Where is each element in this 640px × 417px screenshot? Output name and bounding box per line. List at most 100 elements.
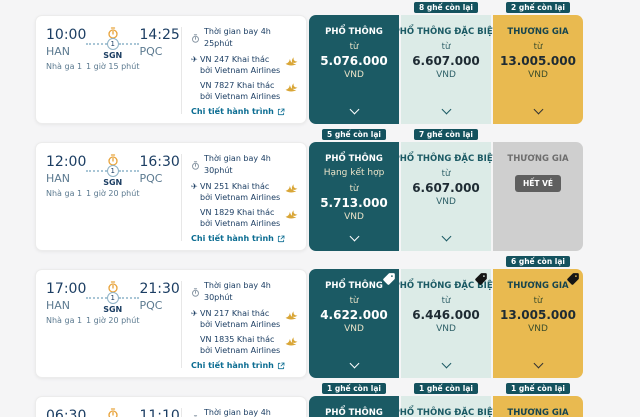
fare-card-economy[interactable]: PHỔ THÔNG từ 4.622.000 VND HẾT VÉ	[309, 269, 399, 378]
currency-label: VND	[344, 324, 364, 334]
from-label: từ	[533, 296, 543, 306]
vietnam-airlines-logo	[285, 184, 298, 193]
itinerary-detail-link[interactable]: Chi tiết hành trình	[191, 356, 298, 370]
currency-label: VND	[436, 70, 456, 80]
divider	[181, 408, 182, 417]
plane-icon: ✈	[191, 182, 198, 191]
flight-duration-icon	[192, 287, 199, 297]
route-dotted-line	[86, 42, 107, 45]
fare-price: 6.607.000	[412, 181, 480, 195]
fare-card-economy[interactable]: PHỔ THÔNG Hạng kết hợp từ 7.897.000 VND …	[309, 396, 399, 417]
seats-left-badge: 8 ghế còn lại	[414, 2, 478, 13]
departure-airport: HAN	[46, 45, 71, 58]
stopover-airport: SGN	[103, 178, 123, 187]
departure-terminal: Nhà ga 1	[46, 316, 83, 325]
route-line: 1	[86, 291, 140, 304]
flight-result-row: 17:00 HAN Nhà ga 1 1 SGN 1 giờ 20 phút	[35, 256, 640, 378]
fare-column-economy-special: 1 ghế còn lại PHỔ THÔNG ĐẶC BIỆT Hạng kế…	[394, 383, 498, 417]
tag-icon	[383, 273, 395, 285]
fare-card-business[interactable]: THƯƠNG GIA từ 13.005.000 VND HẾT VÉ	[493, 269, 583, 378]
flight-duration-text: Thời gian bay 4h 25phút	[204, 27, 271, 48]
segment-text: VN 7827 Khai thác bởi Vietnam Airlines	[200, 81, 281, 101]
from-label: từ	[441, 169, 451, 179]
fare-card-business[interactable]: THƯƠNG GIA từ VND HẾT VÉ	[493, 142, 583, 251]
price-block: từ 6.607.000 VND	[412, 168, 480, 208]
seats-left-badge: 5 ghế còn lại	[322, 129, 386, 140]
fare-column-business: 2 ghế còn lại THƯƠNG GIA từ 13.005.000 V…	[493, 2, 583, 124]
fare-card-economy-special[interactable]: PHỔ THÔNG ĐẶC BIỆT Hạng kết hợp từ 8.186…	[394, 396, 498, 417]
fare-card-economy[interactable]: PHỔ THÔNG từ 5.076.000 VND HẾT VÉ	[309, 15, 399, 124]
fare-column-business: 1 ghế còn lại THƯƠNG GIA từ 10.025.000 V…	[493, 383, 583, 417]
flight-results-list: 10:00 HAN Nhà ga 1 1 SGN 1 giờ 15 phút	[35, 2, 640, 417]
vietnam-airlines-logo	[285, 311, 298, 320]
cabin-name: PHỔ THÔNG ĐẶC BIỆT	[393, 408, 499, 417]
price-block: từ 6.607.000 VND	[412, 41, 480, 81]
chevron-down-icon	[533, 358, 543, 369]
layover-duration: 1 giờ 20 phút	[86, 189, 140, 198]
stop-count-badge: 1	[106, 164, 119, 177]
segment-text: VN 217 Khai thác bởi Vietnam Airlines	[200, 309, 281, 329]
vietnam-airlines-logo	[285, 337, 298, 346]
arrival-airport: PQC	[139, 45, 163, 58]
flight-duration-text: Thời gian bay 4h 30phút	[204, 281, 271, 302]
divider	[181, 154, 182, 241]
departure-terminal: Nhà ga 1	[46, 62, 83, 71]
segment-text: VN 1835 Khai thác bởi Vietnam Airlines	[200, 335, 281, 355]
stop-count-badge: 1	[106, 37, 119, 50]
fare-column-economy: 1 ghế còn lại PHỔ THÔNG Hạng kết hợp từ …	[309, 383, 399, 417]
plane-icon: ✈	[191, 55, 198, 64]
from-label: từ	[441, 296, 451, 306]
cabin-name: THƯƠNG GIA	[507, 281, 569, 291]
fare-price: 13.005.000	[500, 54, 576, 68]
flight-details: Thời gian bay 4h 30phút ✈ VN 217 Khai th…	[191, 279, 298, 370]
tag-icon	[567, 273, 579, 285]
flight-segment: ✈ VN 217 Khai thác bởi Vietnam Airlines	[191, 308, 298, 330]
cabin-name: PHỔ THÔNG ĐẶC BIỆT	[393, 154, 499, 164]
fare-card-business[interactable]: THƯƠNG GIA từ 10.025.000 VND HẾT VÉ	[493, 396, 583, 417]
price-block: từ 6.446.000 VND	[412, 295, 480, 335]
route-dotted-line	[118, 169, 140, 172]
flight-details: Thời gian bay 4h 25phút ✈ VN 247 Khai th…	[191, 25, 298, 116]
itinerary-detail-link[interactable]: Chi tiết hành trình	[191, 229, 298, 243]
departure-time: 17:00	[46, 281, 87, 297]
chevron-down-icon	[349, 231, 359, 242]
vietnam-airlines-logo	[285, 210, 298, 219]
segment-text: VN 251 Khai thác bởi Vietnam Airlines	[200, 182, 281, 202]
price-block: từ 4.622.000 VND	[320, 295, 388, 335]
fare-price: 6.446.000	[412, 308, 480, 322]
flight-info-card: 10:00 HAN Nhà ga 1 1 SGN 1 giờ 15 phút	[35, 15, 307, 124]
fare-column-business: THƯƠNG GIA từ VND HẾT VÉ	[493, 129, 583, 251]
fare-column-economy: PHỔ THÔNG từ 4.622.000 VND HẾT VÉ	[309, 256, 399, 378]
arrival-time: 21:30	[139, 281, 180, 297]
flight-duration-icon	[192, 160, 199, 170]
itinerary-detail-label: Chi tiết hành trình	[191, 361, 274, 370]
flight-segment: ✈ VN 7827 Khai thác bởi Vietnam Airlines	[191, 80, 298, 102]
departure-airport: HAN	[46, 299, 71, 312]
external-link-icon	[277, 108, 285, 115]
vietnam-airlines-logo	[285, 83, 298, 92]
flight-result-row: 10:00 HAN Nhà ga 1 1 SGN 1 giờ 15 phút	[35, 2, 640, 124]
fare-card-economy-special[interactable]: PHỔ THÔNG ĐẶC BIỆT từ 6.607.000 VND HẾT …	[394, 142, 498, 251]
stopover-airport: SGN	[103, 305, 123, 314]
layover-duration: 1 giờ 20 phút	[86, 316, 140, 325]
fare-card-economy[interactable]: PHỔ THÔNG Hạng kết hợp từ 5.713.000 VND …	[309, 142, 399, 251]
fare-card-business[interactable]: THƯƠNG GIA từ 13.005.000 VND HẾT VÉ	[493, 15, 583, 124]
seats-left-badge: 7 ghế còn lại	[414, 129, 478, 140]
flight-segment: ✈ VN 251 Khai thác bởi Vietnam Airlines	[191, 181, 298, 203]
seats-left-badge: 1 ghế còn lại	[322, 383, 386, 394]
fare-price: 4.622.000	[320, 308, 388, 322]
fare-card-economy-special[interactable]: PHỔ THÔNG ĐẶC BIỆT từ 6.446.000 VND HẾT …	[394, 269, 498, 378]
cabin-name: THƯƠNG GIA	[507, 408, 569, 417]
route-dotted-line	[86, 169, 107, 172]
segment-text: VN 1829 Khai thác bởi Vietnam Airlines	[200, 208, 281, 228]
currency-label: VND	[436, 197, 456, 207]
vietnam-airlines-logo	[285, 57, 298, 66]
sold-out-button: HẾT VÉ	[514, 175, 562, 192]
route-summary: 10:00 HAN Nhà ga 1 1 SGN 1 giờ 15 phút	[46, 25, 180, 116]
from-label: từ	[349, 42, 359, 52]
fare-card-economy-special[interactable]: PHỔ THÔNG ĐẶC BIỆT từ 6.607.000 VND HẾT …	[394, 15, 498, 124]
itinerary-detail-link[interactable]: Chi tiết hành trình	[191, 102, 298, 116]
flight-segment: ✈ VN 1829 Khai thác bởi Vietnam Airlines	[191, 207, 298, 229]
currency-label: VND	[528, 70, 548, 80]
